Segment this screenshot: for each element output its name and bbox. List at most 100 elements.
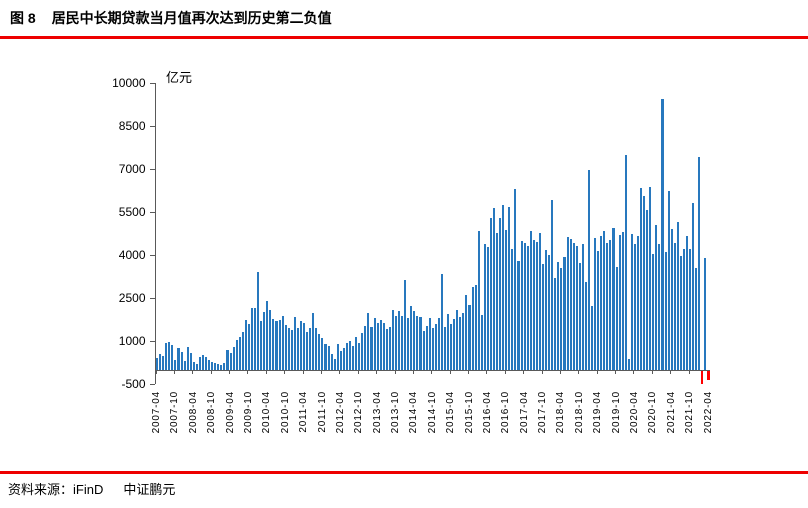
bar-2016-11 [508,206,511,370]
x-tick [229,371,230,374]
bar-2009-01 [220,364,223,370]
x-tick [265,371,267,374]
x-tick [357,371,359,374]
bar-2021-06 [676,222,679,370]
x-tick [523,371,525,374]
x-tick [247,371,249,374]
bar-2014-05 [416,315,419,370]
bar-2013-01 [367,312,370,370]
y-tick [149,212,155,214]
x-tick-label: 2014-04 [408,391,420,434]
bar-2019-03 [594,237,597,370]
x-tick-label: 2020-04 [628,391,640,434]
bar-2012-11 [361,332,364,370]
y-tick-label: 4000 [118,248,146,263]
bar-2016-08 [499,218,502,370]
x-tick [412,371,414,374]
y-tick-label: 2500 [118,291,146,306]
bar-2018-09 [575,246,578,370]
bar-2013-09 [391,309,394,370]
bar-2020-11 [655,225,658,370]
bar-2011-01 [293,316,296,370]
bar-2021-02 [664,252,667,370]
bar-2010-01 [257,271,260,370]
bar-2011-08 [315,327,318,370]
bar-2009-11 [250,308,254,370]
bar-2008-03 [189,353,192,370]
bar-2018-05 [563,257,566,370]
bar-2010-05 [269,309,272,370]
x-tick-label: 2017-04 [518,391,530,434]
bar-2007-07 [165,343,168,370]
x-tick [449,371,451,374]
bar-2014-02 [407,318,410,370]
bar-2016-06 [492,208,496,370]
x-tick-label: 2019-10 [610,391,622,434]
bar-2010-12 [290,329,293,370]
bar-2009-06 [235,339,238,370]
y-tick [149,298,155,300]
bar-2015-04 [450,324,453,370]
x-tick-label: 2009-04 [224,391,236,434]
bar-2021-09 [685,236,689,370]
bar-2021-07 [679,255,682,370]
bar-2017-12 [548,255,551,370]
bar-2012-12 [364,325,367,370]
bar-2014-11 [434,324,437,370]
bar-2011-11 [324,344,327,370]
x-tick-label: 2018-10 [573,391,585,434]
bar-2021-12 [695,267,698,370]
bar-2013-08 [388,326,391,370]
x-tick-label: 2010-10 [279,391,291,434]
bar-2009-04 [229,352,232,370]
bar-2019-12 [621,231,624,370]
x-tick-label: 2007-04 [151,391,162,434]
x-tick-label: 2016-10 [500,391,512,434]
bar-2016-03 [483,243,486,370]
y-tick [149,384,155,386]
bar-2012-10 [358,342,361,370]
x-tick [210,371,212,374]
bar-2017-05 [526,245,529,370]
bar-2017-03 [520,240,523,370]
y-tick [149,83,155,84]
bar-2011-02 [296,328,299,370]
bar-2011-09 [318,334,321,370]
bar-2015-08 [462,312,465,370]
bar-2016-10 [505,229,508,370]
bar-2009-10 [247,324,250,370]
bar-2015-05 [453,318,456,370]
bar-2016-05 [489,218,492,370]
bar-2015-11 [471,286,474,370]
bar-2012-05 [342,348,345,370]
x-tick [431,371,433,374]
bar-2018-03 [557,261,560,370]
bar-2008-02 [186,346,189,370]
y-tick [149,255,155,257]
source-label: 资料来源： [8,482,74,497]
bar-2021-08 [682,249,685,370]
bar-2011-12 [327,346,330,370]
bar-2017-09 [538,232,541,370]
bar-2008-05 [195,364,198,370]
bar-2014-08 [425,325,428,370]
x-tick [339,371,341,374]
bar-2007-12 [180,351,183,370]
x-tick-label: 2016-04 [481,391,493,434]
bar-2010-02 [260,321,263,370]
bar-2022-02 [701,371,704,385]
bar-2022-04 [707,371,710,380]
x-tick [541,371,543,374]
bar-2017-08 [535,241,538,370]
bar-2018-10 [578,262,581,370]
bar-2010-11 [287,327,290,370]
bar-2019-01 [587,170,591,370]
figure-title: 居民中长期贷款当月值再次达到历史第二负值 [51,10,332,26]
source-note: 资料来源：iFinD 中证鹏元 [8,479,175,498]
x-tick-label: 2017-10 [537,391,548,434]
bar-2009-09 [244,319,247,370]
bar-2008-07 [201,354,205,370]
x-tick-label: 2011-10 [316,391,328,433]
bar-2017-10 [542,263,545,370]
y-axis-line [154,83,156,385]
